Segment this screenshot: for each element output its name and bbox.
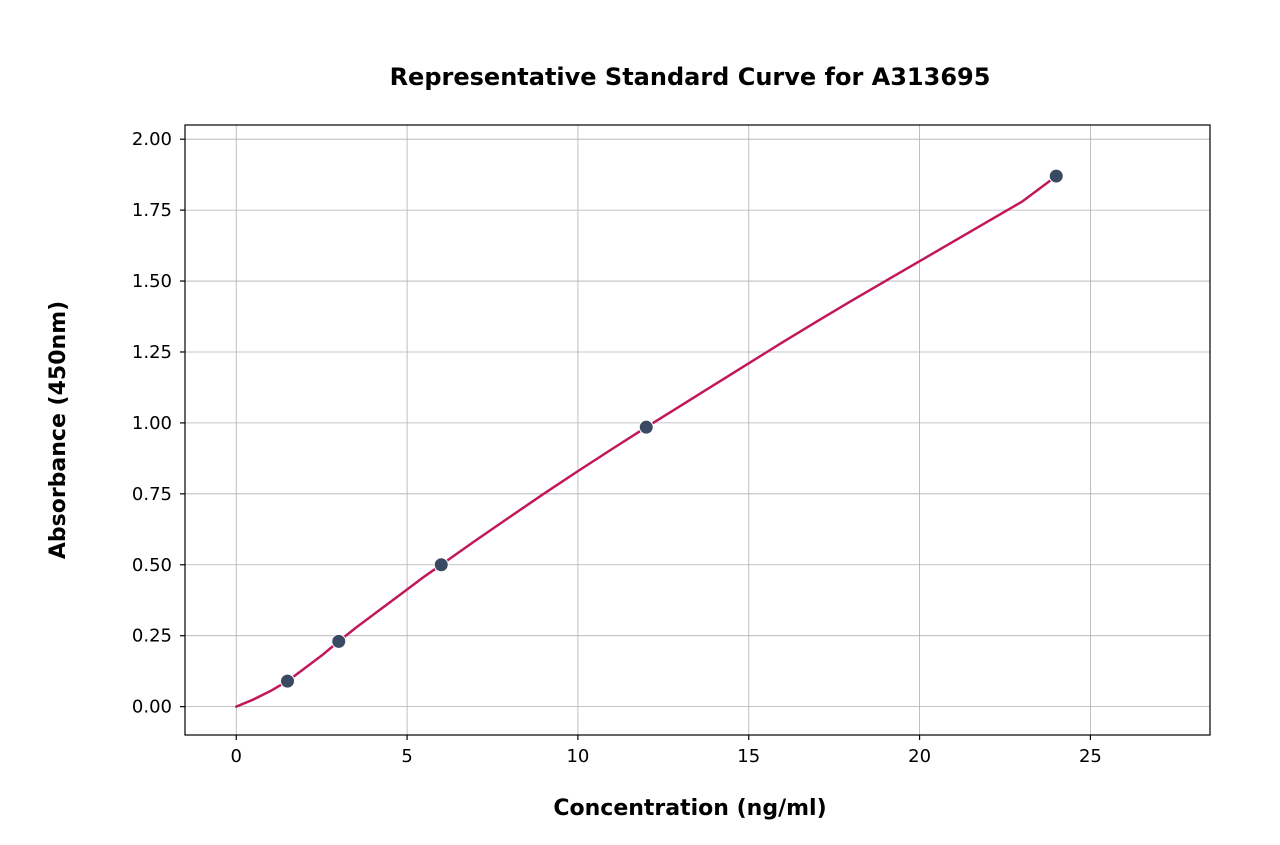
data-point	[639, 420, 653, 434]
plot-area: 0 5 10 15 20 25 0.00 0.25 0.50 0.75 1.00 1.25 1.50 1.…	[132, 125, 1210, 767]
x-tick-label: 25	[1079, 746, 1102, 767]
y-tick-label: 2.00	[132, 129, 172, 150]
y-tick-label: 0.50	[132, 555, 172, 576]
x-tick-label: 15	[737, 746, 760, 767]
x-tick-label: 20	[908, 746, 931, 767]
x-axis-label: Concentration (ng/ml)	[553, 796, 826, 821]
x-tick-label: 5	[401, 746, 412, 767]
y-tick-label: 1.50	[132, 271, 172, 292]
x-tick-label: 10	[566, 746, 589, 767]
data-point	[434, 558, 448, 572]
y-axis-label: Absorbance (450nm)	[46, 301, 71, 559]
y-tick-label: 0.25	[132, 626, 172, 647]
y-tick-label: 1.00	[132, 413, 172, 434]
standard-curve-chart: Representative Standard Curve for A31369…	[20, 30, 1260, 830]
x-tick-label: 0	[231, 746, 242, 767]
y-tick-label: 0.00	[132, 697, 172, 718]
y-tick-label: 0.75	[132, 484, 172, 505]
chart-title: Representative Standard Curve for A31369…	[390, 63, 991, 91]
y-tick-label: 1.75	[132, 200, 172, 221]
y-tick-label: 1.25	[132, 342, 172, 363]
data-point	[281, 674, 295, 688]
data-point	[332, 634, 346, 648]
data-point	[1049, 169, 1063, 183]
